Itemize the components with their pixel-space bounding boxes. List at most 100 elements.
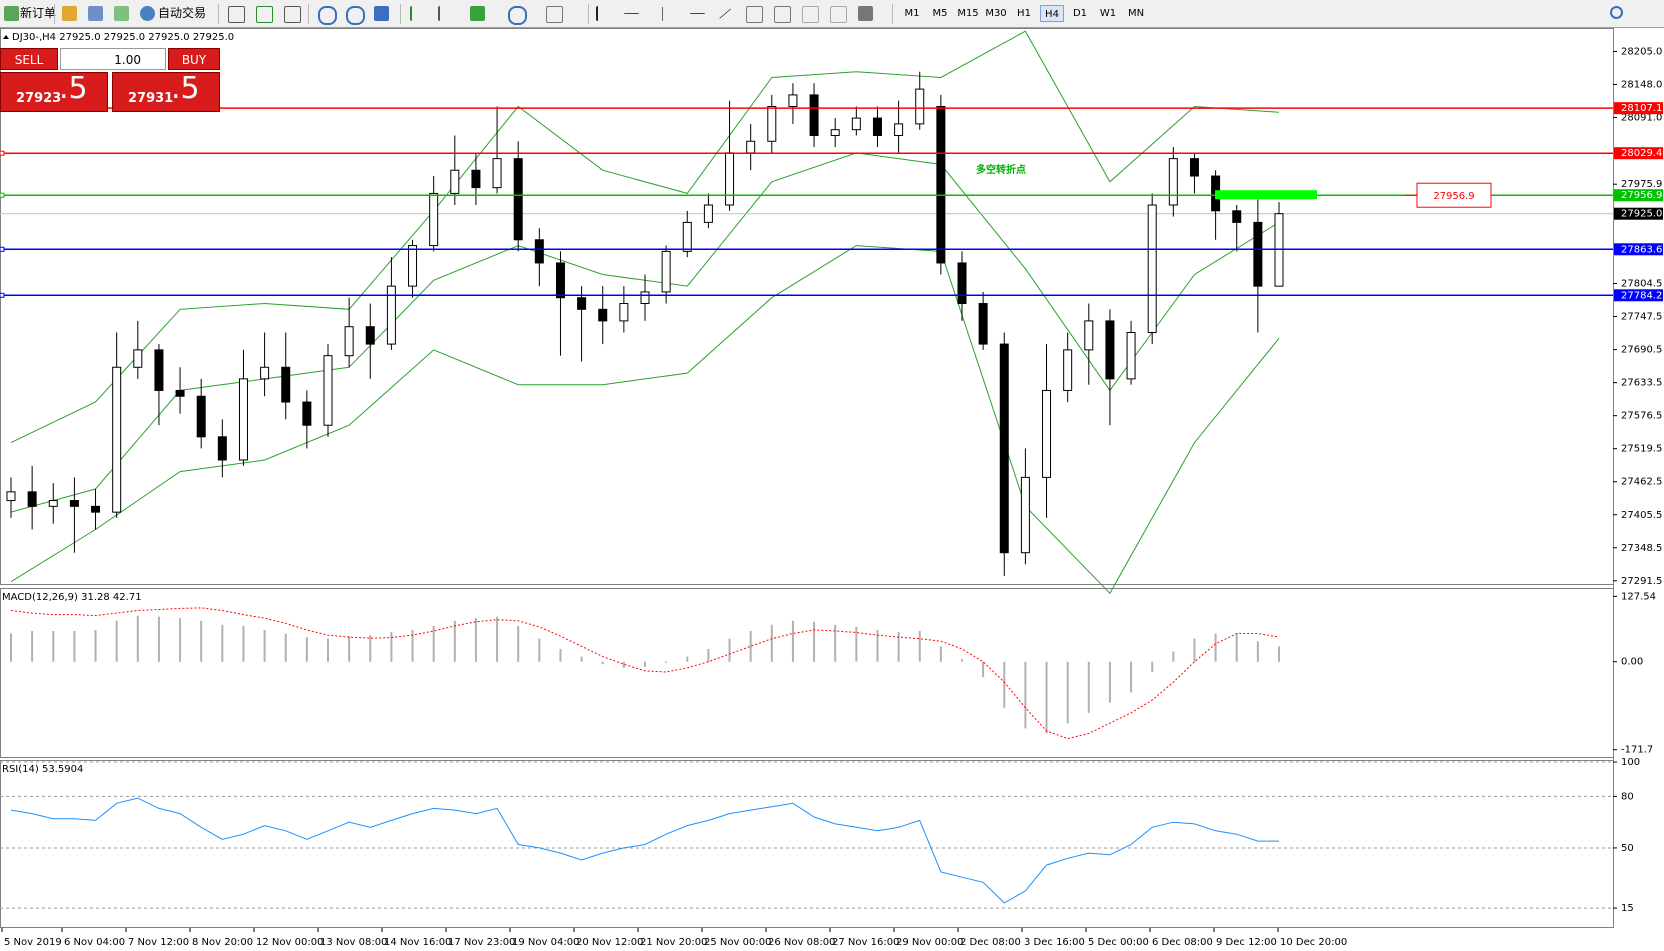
toolbar-icon[interactable] [114, 6, 129, 21]
search-button[interactable] [1610, 6, 1623, 19]
candle-body [1042, 389, 1052, 478]
arrows-button[interactable] [858, 6, 873, 21]
candle-body [1253, 221, 1263, 287]
timeframe-button[interactable]: H1 [1017, 8, 1031, 19]
level-label-box [1614, 147, 1663, 160]
templates-button[interactable] [546, 6, 563, 23]
indicators-button[interactable] [470, 6, 485, 21]
candle-body [957, 262, 967, 305]
candle-body [809, 94, 819, 136]
y-tick-label: 0.00 [1621, 657, 1643, 668]
ask-price[interactable]: 27931.5 [112, 71, 220, 112]
toolbar-icon[interactable] [88, 6, 103, 21]
sell-button[interactable]: SELL [0, 48, 58, 70]
level-label: 27784.2 [1621, 290, 1662, 301]
y-tick-label: 15 [1621, 903, 1634, 914]
zoom-in-button[interactable] [318, 6, 337, 25]
bid-main: 27923 [16, 91, 62, 106]
candle-body [154, 349, 164, 391]
shift-button[interactable] [438, 6, 455, 21]
candle-body [1084, 320, 1094, 351]
timeframe-button[interactable]: M30 [985, 8, 1007, 19]
candle-body [238, 378, 248, 461]
level-label-box [1614, 289, 1663, 302]
candle-body [894, 123, 904, 136]
timeframe-button[interactable]: W1 [1099, 8, 1117, 19]
y-tick-label: 27690.5 [1621, 345, 1662, 356]
new-order-button[interactable]: 新订单 [20, 6, 57, 20]
vline-button[interactable] [662, 7, 663, 21]
candle-body [725, 152, 735, 206]
candle-body [577, 297, 587, 310]
buy-button[interactable]: BUY [168, 48, 220, 70]
crosshair-button[interactable] [624, 13, 639, 15]
ask-main: 27931 [128, 91, 174, 106]
hline-button[interactable] [690, 13, 705, 15]
separator [308, 4, 309, 24]
indicator-title: MACD(12,26,9) 31.28 42.71 [2, 592, 142, 603]
bid-price[interactable]: 27923.5 [0, 71, 108, 112]
x-tick-label: 26 Nov 08:00 [768, 937, 835, 948]
signal-line [10, 607, 1280, 740]
auto-trade-button[interactable]: 自动交易 [158, 6, 207, 20]
candle-body [936, 105, 946, 264]
candle-body [1020, 476, 1030, 554]
separator [218, 4, 219, 24]
auto-trade-icon[interactable] [140, 6, 155, 21]
x-tick-label: 6 Nov 04:00 [64, 937, 125, 948]
x-tick-label: 17 Nov 23:00 [448, 937, 515, 948]
y-tick-label: 100 [1621, 757, 1640, 768]
trendline-button[interactable] [719, 8, 732, 20]
candle-body [302, 401, 312, 426]
toolbar-icon[interactable] [62, 6, 77, 21]
candle-body [386, 285, 396, 345]
timeframe-button[interactable]: M15 [957, 8, 979, 19]
x-tick-label: 21 Nov 20:00 [640, 937, 707, 948]
level-label: 27863.6 [1621, 244, 1662, 255]
channel-button[interactable] [746, 6, 763, 23]
bar-chart-button[interactable] [228, 6, 245, 23]
text-button[interactable] [802, 6, 819, 23]
tile-button[interactable] [374, 6, 389, 21]
lots-input[interactable]: 1.00 [60, 48, 166, 70]
zoom-out-button[interactable] [346, 6, 365, 25]
timeframe-button[interactable]: MN [1127, 8, 1145, 19]
y-tick-label: 50 [1621, 843, 1634, 854]
chart-title: DJ30-,H4 27925.0 27925.0 27925.0 27925.0 [12, 32, 234, 43]
candle-body [217, 436, 227, 461]
x-tick-label: 8 Nov 20:00 [192, 937, 253, 948]
timeframe-button[interactable]: D1 [1072, 8, 1088, 19]
periods-button[interactable] [508, 6, 527, 25]
candle-body [91, 505, 101, 513]
y-tick-label: 28091.0 [1621, 113, 1662, 124]
timeframe-button[interactable]: M5 [932, 8, 948, 19]
bid-tail: .5 [59, 71, 88, 106]
x-tick-label: 10 Dec 20:00 [1280, 937, 1347, 948]
candle-body [682, 221, 692, 252]
y-tick-label: 27291.5 [1621, 576, 1662, 587]
candle-chart-button[interactable] [256, 6, 273, 23]
candle-body [323, 355, 333, 426]
candle-body [1126, 331, 1136, 380]
y-tick-label: 80 [1621, 791, 1634, 802]
candle-body [429, 192, 439, 247]
x-tick-label: 19 Nov 04:00 [512, 937, 579, 948]
y-tick-label: 27405.5 [1621, 510, 1662, 521]
y-tick-label: 127.54 [1621, 591, 1656, 602]
y-tick-label: 27348.5 [1621, 543, 1662, 554]
fibo-button[interactable] [774, 6, 791, 23]
autoscroll-button[interactable] [410, 6, 427, 21]
label-button[interactable] [830, 6, 847, 23]
x-tick-label: 5 Nov 2019 [4, 937, 62, 948]
level-marker [0, 246, 5, 252]
timeframe-button[interactable]: M1 [904, 8, 920, 19]
candle-body [746, 140, 756, 154]
candle-body [6, 491, 16, 502]
line-chart-button[interactable] [284, 6, 301, 23]
cursor-button[interactable] [596, 6, 613, 21]
candle-body [513, 158, 523, 241]
timeframe-button[interactable]: H4 [1040, 5, 1064, 22]
new-order-icon[interactable] [4, 6, 19, 21]
candle-body [619, 303, 629, 322]
candle-body [281, 366, 291, 403]
